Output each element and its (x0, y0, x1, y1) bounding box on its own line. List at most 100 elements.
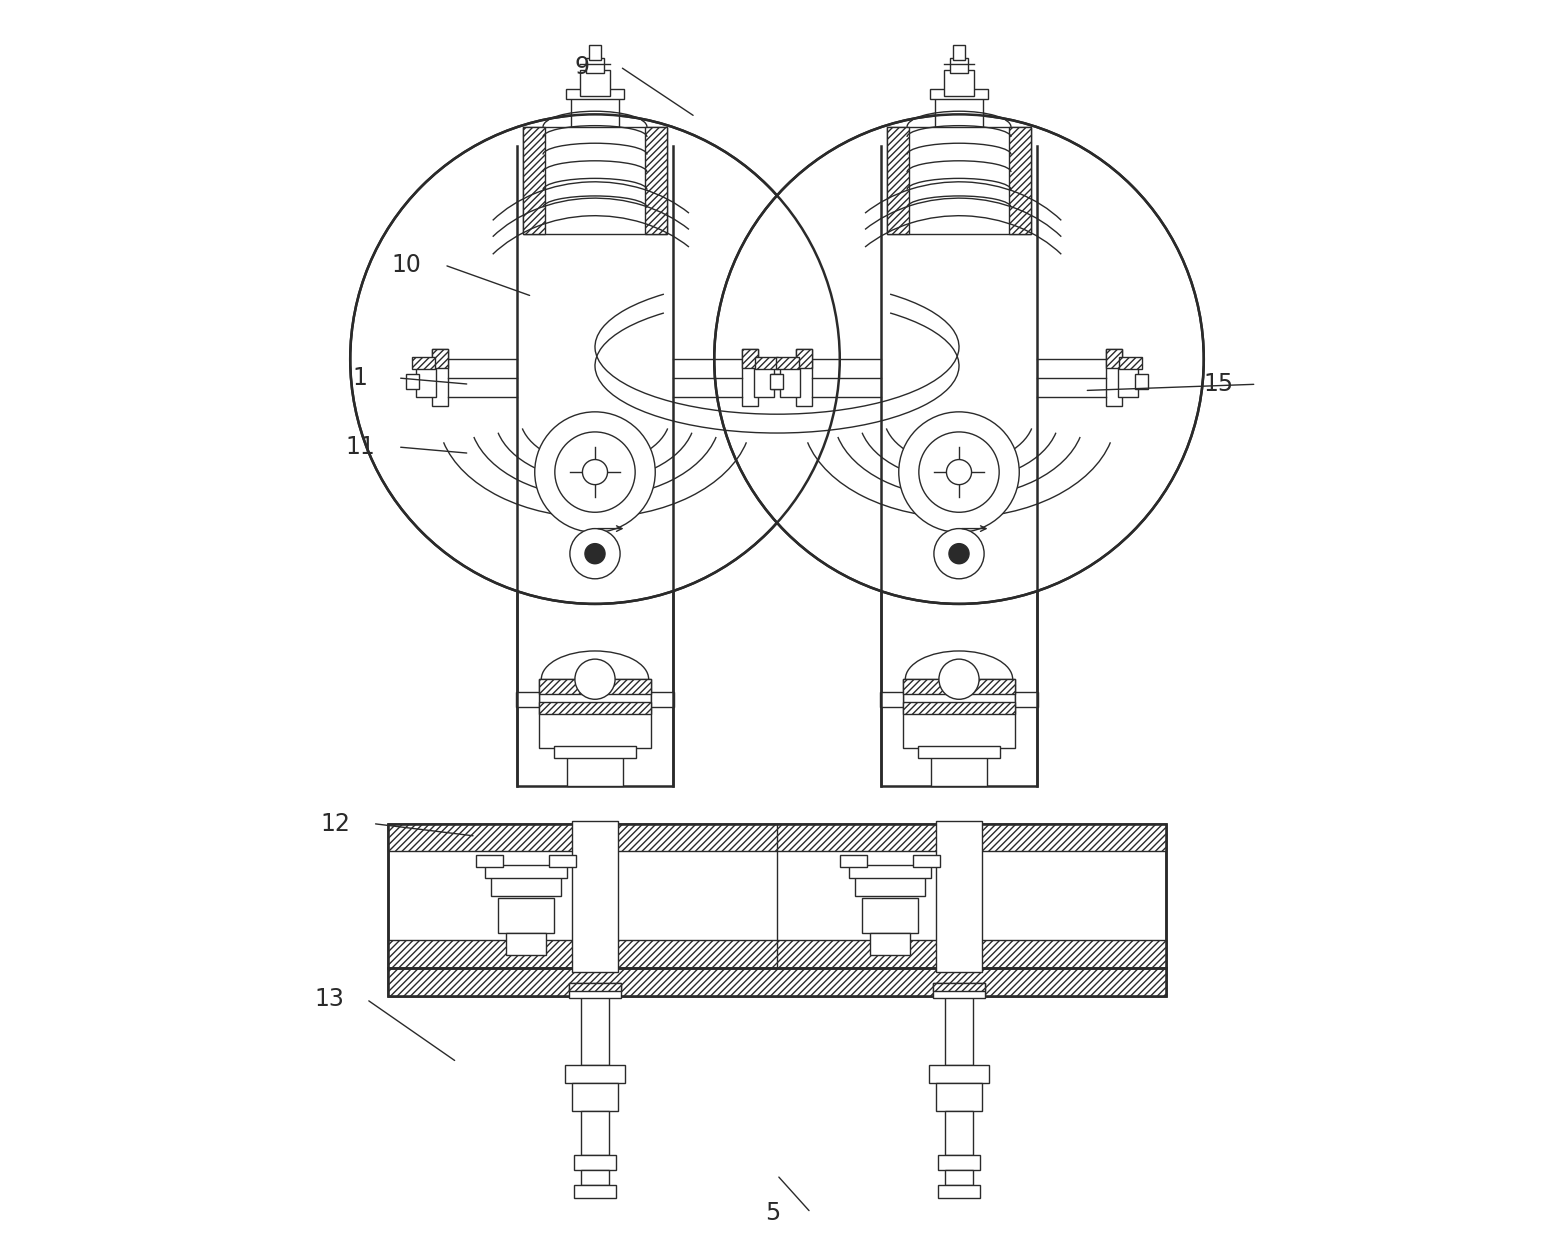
Bar (743, 348, 757, 367)
Bar (755, 356, 777, 369)
Circle shape (898, 411, 1019, 532)
Bar (645, 127, 667, 234)
Bar (566, 89, 623, 99)
Bar (432, 348, 448, 405)
Bar (887, 127, 1032, 234)
Bar (581, 1170, 609, 1185)
Bar (839, 855, 867, 868)
Bar (949, 58, 968, 73)
Bar (937, 1083, 982, 1111)
Bar (580, 70, 611, 96)
Bar (918, 746, 999, 759)
Bar (937, 821, 982, 971)
Bar (573, 1185, 617, 1198)
Bar (848, 866, 931, 878)
Bar (937, 1155, 981, 1170)
Bar (499, 898, 553, 932)
Bar (651, 692, 674, 707)
Bar (912, 855, 940, 868)
Bar (569, 982, 622, 990)
Text: 11: 11 (345, 435, 375, 459)
Bar (797, 348, 811, 367)
Bar (943, 70, 974, 96)
Bar (937, 1185, 981, 1198)
Bar (581, 995, 609, 1064)
Bar (797, 348, 811, 405)
Bar (388, 940, 1166, 967)
Bar (1106, 348, 1122, 367)
Bar (932, 982, 985, 990)
Bar (1106, 348, 1122, 405)
Bar (522, 127, 545, 234)
Bar (953, 45, 965, 60)
Text: 12: 12 (320, 811, 350, 835)
Bar (555, 746, 636, 759)
Bar (516, 692, 539, 707)
Bar (771, 374, 783, 389)
Bar (476, 855, 503, 868)
Circle shape (350, 114, 839, 604)
Bar (754, 365, 774, 396)
Bar (539, 679, 651, 749)
Bar (406, 374, 418, 389)
Bar (780, 365, 800, 396)
Bar (945, 1170, 973, 1185)
Bar (945, 1111, 973, 1155)
Bar (572, 821, 617, 971)
Bar (931, 89, 988, 99)
Text: 5: 5 (766, 1200, 780, 1225)
Bar (388, 824, 1166, 967)
Bar (589, 45, 601, 60)
Text: 13: 13 (314, 988, 343, 1011)
Bar (522, 127, 667, 234)
Bar (932, 982, 985, 998)
Bar (539, 702, 651, 715)
Bar (862, 898, 917, 932)
Bar (931, 755, 987, 786)
Bar (416, 365, 437, 396)
Bar (412, 356, 435, 369)
Circle shape (535, 411, 656, 532)
Bar (936, 96, 982, 136)
Bar (564, 1064, 625, 1083)
Bar (880, 692, 903, 707)
Circle shape (715, 114, 1204, 604)
Bar (771, 374, 783, 389)
Circle shape (583, 459, 608, 484)
Bar (855, 874, 925, 897)
Bar (929, 1064, 990, 1083)
Text: 15: 15 (1204, 372, 1234, 396)
Bar (870, 932, 911, 955)
Bar (516, 146, 673, 786)
Bar (1119, 356, 1142, 369)
Bar (903, 702, 1015, 715)
Bar (388, 967, 1166, 995)
Circle shape (570, 528, 620, 579)
Text: 1: 1 (353, 366, 368, 390)
Circle shape (949, 543, 970, 564)
Circle shape (939, 659, 979, 699)
Bar (881, 146, 1038, 786)
Bar (388, 824, 1166, 852)
Text: 9: 9 (575, 54, 591, 79)
Bar (1117, 365, 1138, 396)
Bar (586, 58, 605, 73)
Bar (903, 679, 1015, 749)
Bar (507, 932, 545, 955)
Bar (491, 874, 561, 897)
Bar (572, 96, 618, 136)
Bar (388, 967, 1166, 995)
Bar (1015, 692, 1038, 707)
Bar (743, 348, 757, 405)
Bar (1009, 127, 1032, 234)
Bar (539, 679, 651, 694)
Bar (549, 855, 577, 868)
Bar (572, 1083, 617, 1111)
Bar (777, 356, 799, 369)
Bar (573, 1155, 617, 1170)
Bar (569, 982, 622, 998)
Circle shape (946, 459, 971, 484)
Bar (485, 866, 567, 878)
Circle shape (575, 659, 615, 699)
Circle shape (918, 431, 999, 512)
